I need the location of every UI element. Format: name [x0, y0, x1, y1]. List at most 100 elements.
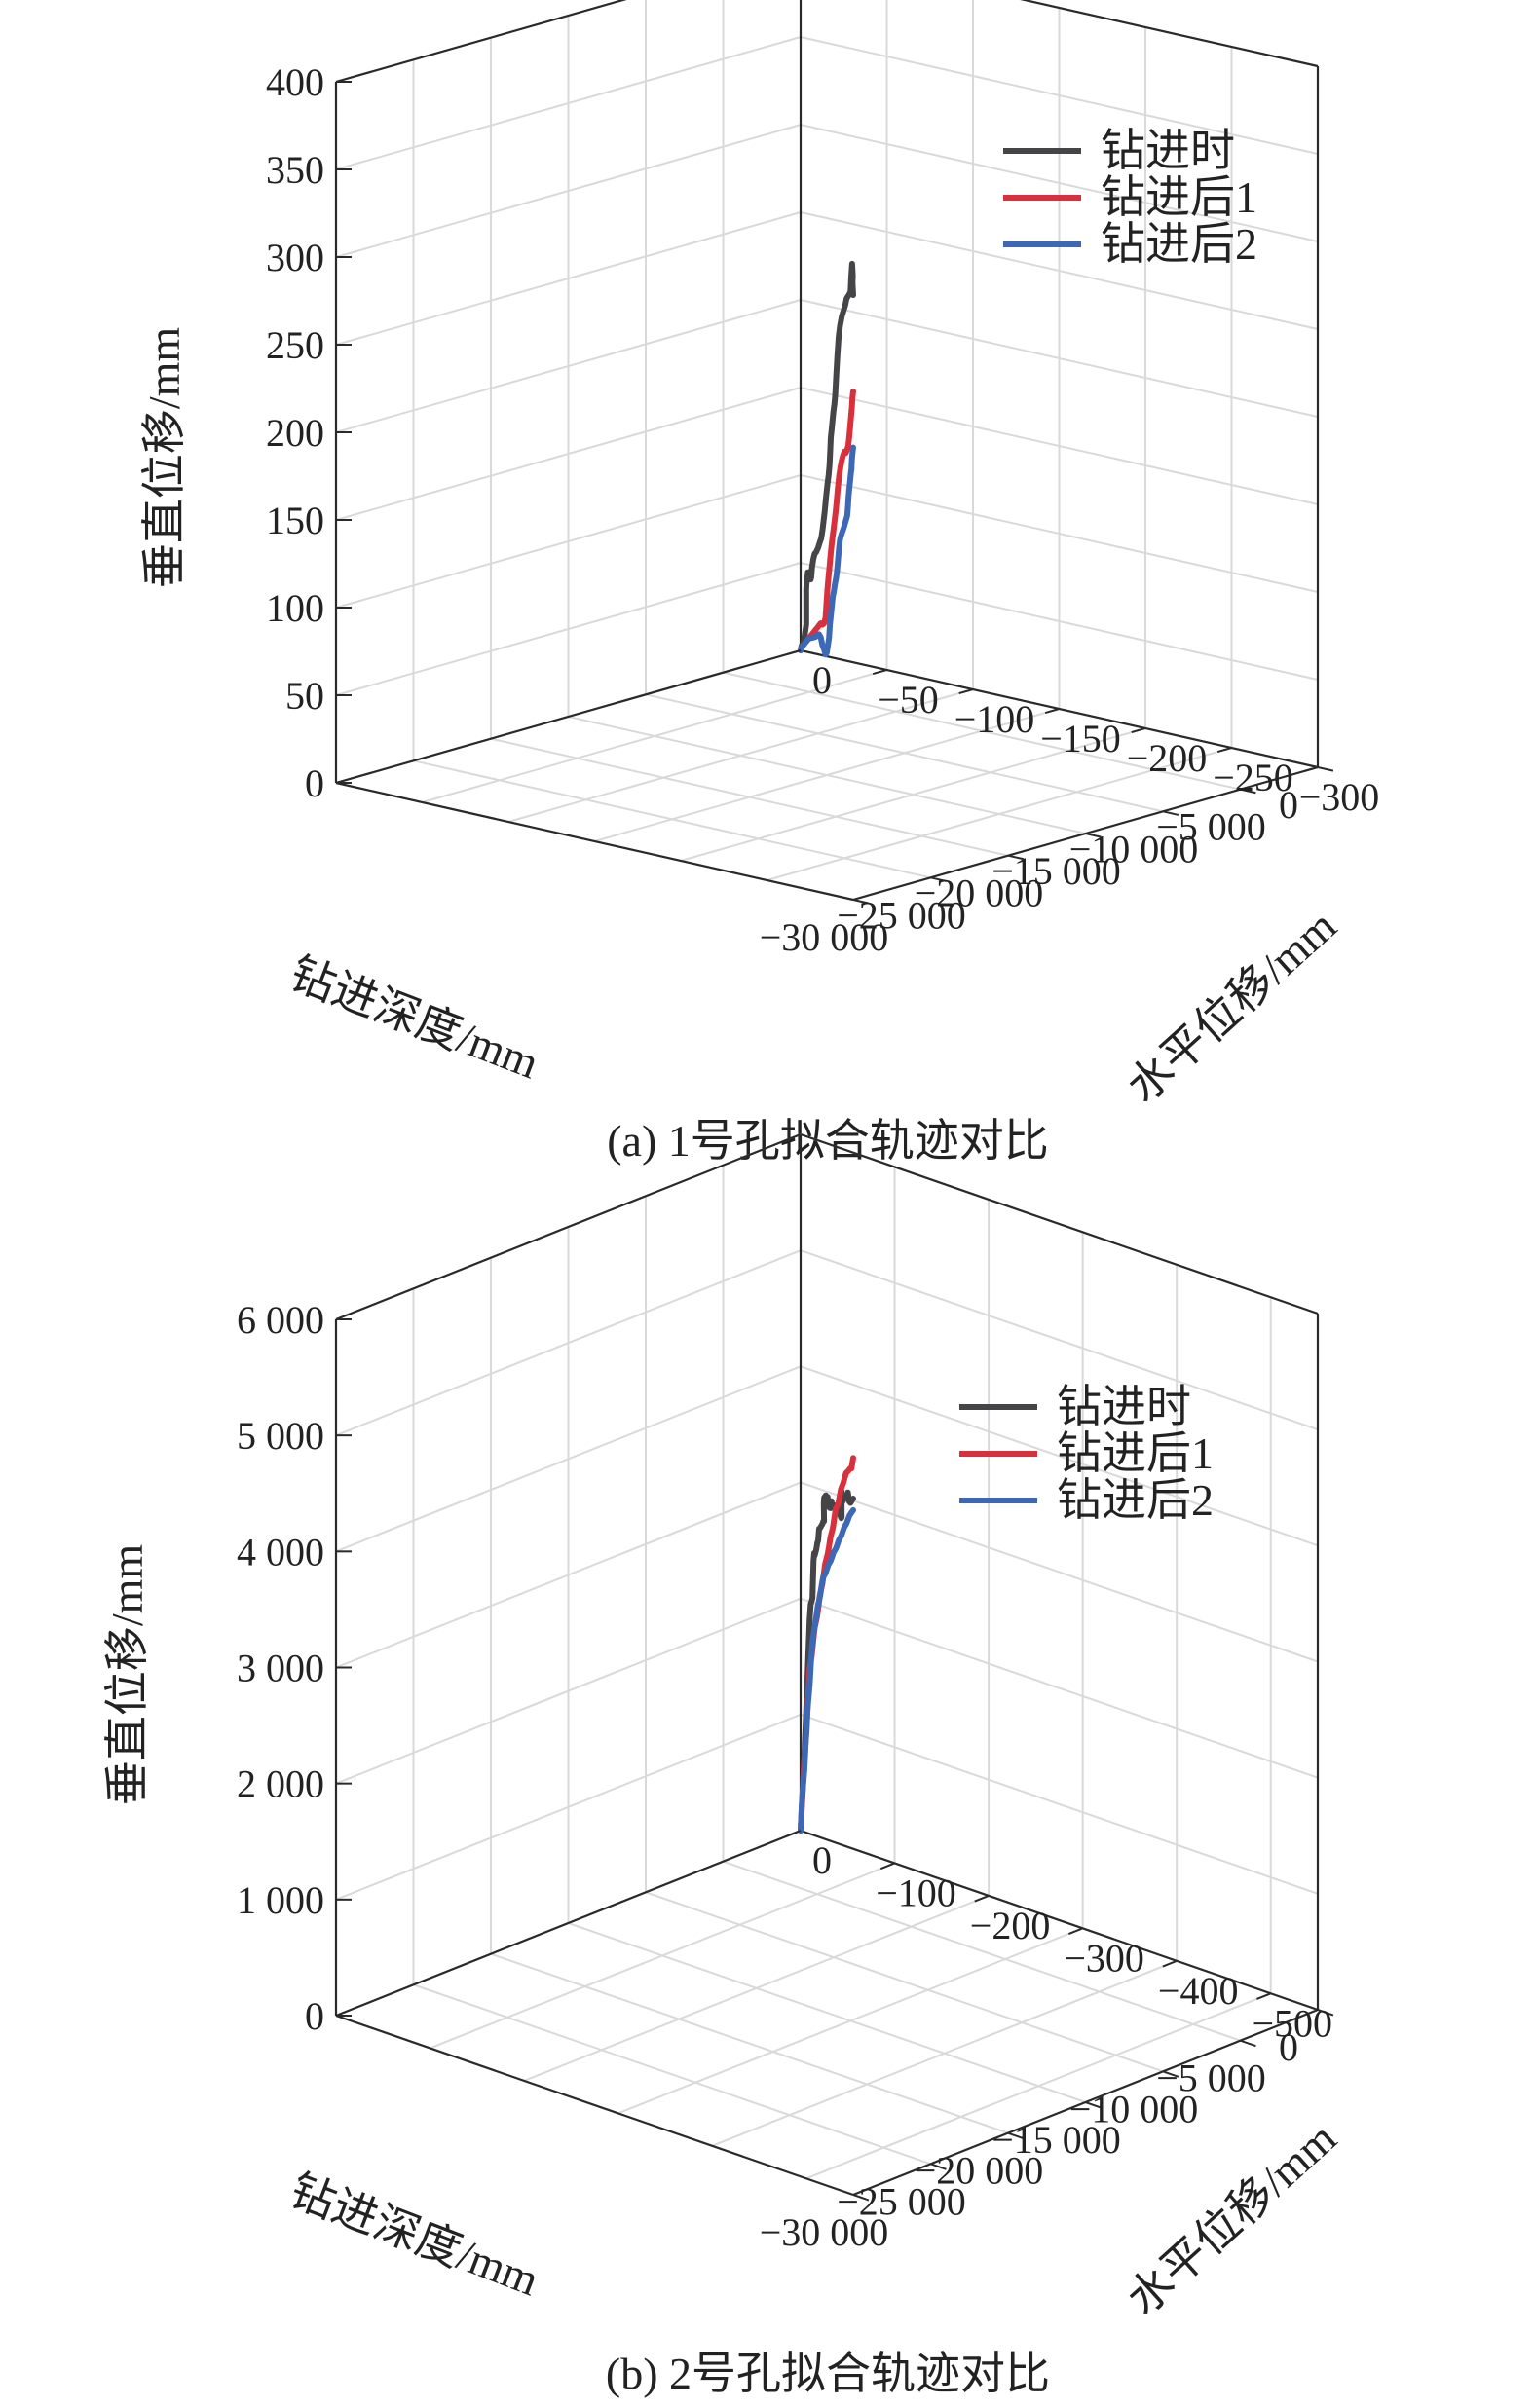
x-axis-label: 钻进深度/mm	[283, 2166, 545, 2306]
wall-grid-line	[335, 1713, 802, 1901]
x-tick-label: −25 000	[837, 893, 966, 937]
wall-grid-line	[800, 1249, 1319, 1431]
floor-grid-line	[490, 1952, 1009, 2134]
wall-grid-line	[335, 299, 802, 433]
y-tick-mark	[872, 669, 887, 676]
z-tick-label: 150	[266, 499, 324, 542]
z-tick-label: 250	[266, 323, 324, 367]
x-tick-mark	[1007, 854, 1025, 861]
series-line-3	[798, 444, 856, 658]
series-line-1	[798, 1488, 856, 1834]
x-tick-mark	[852, 2194, 870, 2202]
y-tick-label: −250	[1213, 756, 1293, 799]
x-axis-label: 钻进深度/mm	[283, 948, 545, 1089]
y-tick-mark	[879, 1862, 895, 1871]
z-tick-label: 200	[266, 411, 324, 455]
x-tick-label: −15 000	[991, 2118, 1121, 2162]
legend-label-3: 钻进后2	[1101, 219, 1257, 269]
axis-frame-edge	[335, 0, 627, 84]
y-tick-label: −300	[1064, 1936, 1144, 1980]
y-axis-label: 水平位移/mm	[1118, 2113, 1346, 2325]
y-tick-label: −50	[878, 678, 939, 722]
wall-grid-line	[335, 562, 802, 696]
floor-grid-line	[805, 1992, 1272, 2180]
floor-grid-line	[413, 1983, 931, 2166]
y-tick-label: −400	[1158, 1969, 1239, 2013]
x-tick-label: 0	[1279, 2025, 1298, 2069]
floor-grid-line	[507, 688, 974, 823]
wall-grid-line	[335, 1249, 802, 1437]
wall-grid-line	[335, 36, 802, 170]
floor-grid-line	[711, 1959, 1178, 2147]
legend-label-1: 钻进时	[1057, 1382, 1191, 1431]
y-tick-mark	[1044, 708, 1060, 715]
wall-grid-line	[800, 387, 1319, 505]
axis-frame-edge	[335, 2014, 854, 2197]
series-line-2	[798, 389, 856, 653]
z-tick-label: 350	[266, 148, 324, 192]
floor-grid-line	[523, 1894, 990, 2082]
wall-grid-line	[800, 124, 1319, 242]
legend-label-3: 钻进后2	[1057, 1475, 1214, 1525]
floor-grid-line	[617, 1927, 1084, 2115]
z-tick-label: 5 000	[237, 1414, 324, 1458]
floor-grid-line	[645, 1891, 1164, 2073]
wall-grid-line	[800, 299, 1319, 418]
wall-grid-line	[800, 211, 1319, 330]
x-tick-label: −20 000	[915, 2149, 1044, 2193]
series-line-1	[798, 260, 856, 653]
y-tick-mark	[786, 649, 802, 656]
x-tick-label: 0	[1279, 783, 1298, 827]
axis-frame-edge	[335, 648, 802, 785]
x-tick-mark	[1162, 2070, 1179, 2078]
y-tick-mark	[786, 1830, 802, 1837]
y-tick-mark	[1067, 1927, 1084, 1935]
axis-frame-edge	[335, 1132, 802, 1321]
z-tick-label: 300	[266, 236, 324, 279]
x-tick-mark	[1240, 2039, 1256, 2048]
z-axis-label: 垂直位移/mm	[139, 327, 189, 589]
wall-grid-line	[800, 474, 1319, 593]
wall-grid-line	[335, 124, 802, 258]
wall-grid-line	[800, 36, 1319, 155]
x-tick-mark	[1085, 2101, 1102, 2109]
z-tick-label: 6 000	[237, 1298, 324, 1342]
wall-grid-line	[335, 474, 802, 609]
y-tick-label: 0	[812, 1838, 832, 1882]
floor-grid-line	[767, 747, 1232, 881]
wall-grid-line	[335, 387, 802, 521]
z-tick-label: 100	[266, 586, 324, 630]
y-tick-mark	[1256, 1992, 1272, 2000]
legend-label-2: 钻进后1	[1057, 1428, 1214, 1478]
x-tick-label: −25 000	[837, 2179, 966, 2223]
y-axis-label: 水平位移/mm	[1118, 901, 1346, 1113]
axis-frame-edge	[335, 1829, 802, 2018]
floor-grid-line	[723, 1860, 1241, 2042]
x-tick-mark	[1085, 833, 1102, 838]
z-tick-label: 0	[305, 1994, 324, 2038]
z-tick-label: 4 000	[237, 1530, 324, 1574]
axis-frame-edge	[335, 781, 854, 902]
x-tick-label: −5 000	[1156, 805, 1266, 849]
wall-grid-line	[800, 562, 1319, 681]
z-tick-label: 2 000	[237, 1762, 324, 1806]
x-tick-label: −15 000	[991, 849, 1121, 893]
x-tick-mark	[1240, 788, 1256, 795]
y-tick-label: −150	[1040, 717, 1121, 760]
floor-grid-line	[568, 1922, 1086, 2103]
z-tick-label: 400	[266, 60, 324, 104]
x-tick-label: −30 000	[760, 915, 889, 959]
x-tick-mark	[852, 899, 870, 905]
y-tick-label: −200	[970, 1904, 1051, 1947]
x-tick-mark	[1162, 810, 1179, 816]
wall-grid-line	[800, 1481, 1319, 1663]
z-axis-label: 垂直位移/mm	[102, 1544, 152, 1806]
z-tick-label: 1 000	[237, 1878, 324, 1922]
x-tick-mark	[1007, 2131, 1025, 2140]
x-tick-label: −5 000	[1156, 2056, 1266, 2100]
floor-grid-line	[680, 727, 1146, 862]
